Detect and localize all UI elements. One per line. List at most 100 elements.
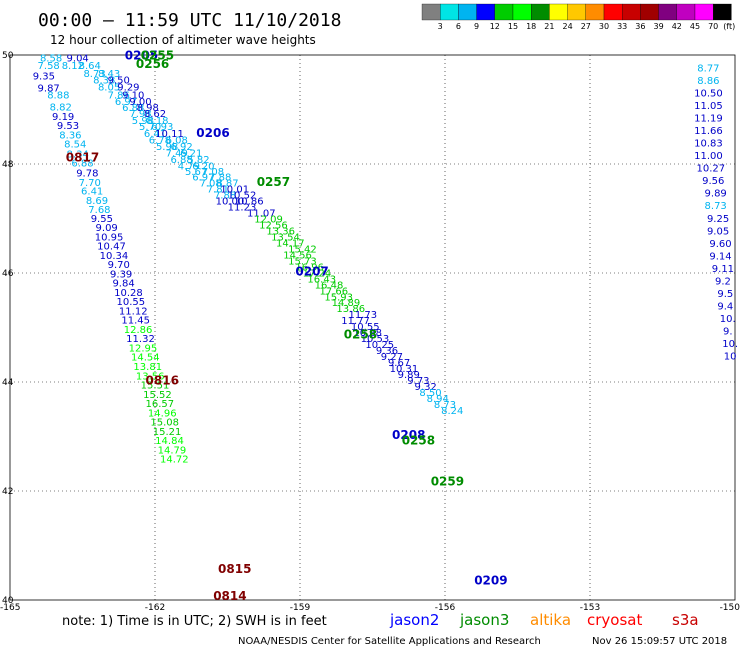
wave-height-value: 9.2: [715, 276, 731, 287]
colorbar-swatch: [549, 3, 568, 21]
x-tick-label: -162: [145, 603, 165, 613]
wave-height-value: 10.88: [353, 328, 382, 339]
wave-height-value: 11.66: [694, 126, 723, 137]
x-tick-label: -153: [580, 603, 600, 613]
wave-height-value: 16.48: [315, 280, 344, 291]
wave-height-value: 6.88: [170, 155, 192, 166]
wave-height-value: 7.98: [129, 109, 151, 120]
wave-height-value: 8.34: [67, 149, 89, 160]
wave-height-value: 8.77: [697, 63, 719, 74]
legend-entry: s3a: [672, 611, 699, 629]
wave-height-value: 10.28: [114, 288, 143, 299]
colorbar-label: 15: [508, 22, 518, 31]
track-pass-label: 0817: [66, 150, 99, 164]
wave-height-value: 9.: [723, 327, 733, 338]
wave-height-value: 9.29: [117, 82, 139, 93]
wave-height-value: 9.89: [398, 370, 420, 381]
wave-height-value: 10.31: [390, 364, 419, 375]
wave-height-value: 11.19: [694, 113, 723, 124]
colorbar-label: 12: [490, 22, 500, 31]
wave-height-value: 9.10: [122, 91, 144, 102]
wave-height-value: 14.79: [158, 445, 187, 456]
wave-height-value: 10: [724, 352, 737, 363]
wave-height-value: 9.14: [709, 251, 731, 262]
wave-height-value: 8.88: [47, 91, 69, 102]
wave-height-value: 6.92: [170, 142, 192, 153]
wave-height-value: 6.78: [149, 135, 171, 146]
y-tick-label: 42: [2, 487, 13, 497]
colorbar-swatch: [531, 3, 550, 21]
wave-height-value: 13.36: [266, 226, 295, 237]
colorbar-swatch: [694, 3, 714, 21]
track-pass-label: 0256: [136, 57, 169, 71]
wave-height-value: 8.98: [137, 103, 159, 114]
track-pass-label: 0814: [213, 589, 246, 603]
wave-height-value: 10.95: [95, 232, 124, 243]
colorbar-swatch: [512, 3, 532, 21]
wave-height-value: 16.57: [146, 399, 175, 410]
wave-height-value: 9.25: [707, 214, 729, 225]
satellite-legend: jason2 jason3 altika cryosat s3a: [389, 611, 699, 629]
wave-height-value: 11.00: [694, 151, 723, 162]
wave-height-value: 9.70: [108, 260, 130, 271]
wave-height-value: 13.81: [133, 362, 162, 373]
wave-height-value: 11.32: [126, 334, 155, 345]
wave-height-value: 11.07: [247, 208, 276, 219]
wave-height-value: 6.97: [115, 97, 137, 108]
track-pass-label: 0206: [196, 126, 229, 140]
colorbar: 3 6 9 12 15 18 21 24 27 30 33 36 39 42 45 70 (ft): [421, 3, 735, 31]
wave-height-value: 9.11: [712, 264, 734, 275]
wave-height-value: 9.32: [415, 382, 437, 393]
colorbar-label: 9: [474, 22, 479, 31]
wave-height-value: 10.86: [235, 196, 264, 207]
wave-height-value: 9.36: [376, 346, 398, 357]
track-pass-label: 0815: [218, 562, 251, 576]
wave-height-value: 10.34: [100, 251, 129, 262]
wave-height-value: 11.12: [119, 306, 148, 317]
wave-height-value: 8.87: [216, 178, 238, 189]
colorbar-swatch: [458, 3, 477, 21]
colorbar-swatch: [421, 3, 441, 21]
wave-height-value: 8.64: [79, 61, 101, 72]
wave-height-value: 9.19: [52, 112, 74, 123]
wave-height-value: 9.09: [96, 223, 118, 234]
legend-entry: altika: [530, 611, 571, 629]
wave-height-value: 17.24: [303, 268, 332, 279]
wave-height-value: 12.86: [124, 325, 153, 336]
x-tick-label: -150: [720, 603, 740, 613]
wave-height-value: 12.95: [129, 343, 158, 354]
wave-height-value: 8.38: [93, 75, 115, 86]
wave-height-value: 12.09: [254, 214, 283, 225]
chart-subtitle: 12 hour collection of altimeter wave hei…: [50, 33, 316, 47]
wave-height-value: 16.96: [295, 262, 324, 273]
wave-height-value: 14.96: [148, 408, 177, 419]
wave-height-value: 5.67: [185, 167, 207, 178]
wave-height-value: 13.56: [136, 371, 165, 382]
colorbar-swatch: [567, 3, 586, 21]
wave-height-value: 9.56: [702, 176, 724, 187]
colorbar-swatch: [713, 3, 732, 21]
wave-height-value: 8.05: [98, 82, 120, 93]
legend-entry: cryosat: [587, 611, 642, 629]
y-tick-label: 40: [2, 596, 14, 606]
track-pass-label: 0257: [257, 175, 290, 189]
wave-height-value: 9.55: [91, 214, 113, 225]
colorbar-label: 27: [581, 22, 591, 31]
wave-height-value: 9.67: [388, 358, 410, 369]
wave-height-value: 14.84: [155, 436, 184, 447]
colorbar-swatch: [676, 3, 696, 21]
wave-height-value: 8.62: [144, 109, 166, 120]
colorbar-swatch: [622, 3, 641, 21]
colorbar-swatch: [494, 3, 514, 21]
wave-height-value: 10.25: [365, 340, 394, 351]
wave-height-value: 14.89: [332, 298, 361, 309]
colorbar-label: 3: [438, 22, 443, 31]
wave-height-value: 14.54: [131, 353, 160, 364]
wave-height-value: 8.18: [146, 116, 168, 127]
colorbar-label: 21: [544, 22, 554, 31]
wave-height-value: 6.08: [166, 135, 188, 146]
wave-height-value: 9.4: [717, 302, 733, 313]
track-pass-label: 0816: [146, 374, 179, 388]
wave-height-value: 10.52: [228, 190, 257, 201]
